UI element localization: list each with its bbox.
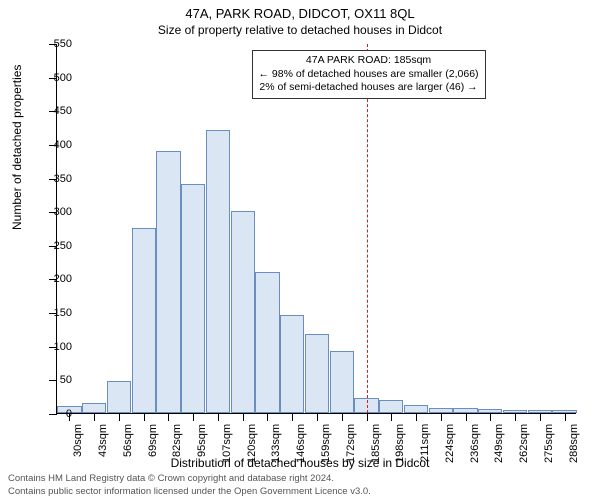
y-tick-label: 450 — [54, 105, 72, 117]
x-tick — [342, 413, 343, 421]
x-tick-label: 211sqm — [419, 424, 431, 462]
x-tick-label: 236sqm — [469, 424, 481, 463]
chart-area: 47A PARK ROAD: 185sqm← 98% of detached h… — [56, 44, 576, 414]
x-tick-label: 133sqm — [270, 424, 282, 463]
x-tick — [317, 413, 318, 421]
y-tick-label: 0 — [66, 408, 72, 420]
x-tick-label: 198sqm — [394, 424, 406, 463]
bar — [107, 381, 131, 413]
x-tick-label: 95sqm — [196, 424, 208, 457]
x-tick — [193, 413, 194, 421]
bar — [156, 151, 180, 413]
x-tick — [515, 413, 516, 421]
y-tick-label: 100 — [54, 341, 72, 353]
x-tick-label: 288sqm — [568, 424, 580, 463]
x-tick-label: 275sqm — [543, 424, 555, 463]
y-tick — [49, 414, 57, 415]
y-tick-label: 350 — [54, 173, 72, 185]
x-tick-label: 43sqm — [97, 424, 109, 457]
y-tick-label: 550 — [54, 38, 72, 50]
bar — [280, 315, 304, 413]
y-tick — [49, 380, 57, 381]
x-tick-label: 249sqm — [493, 424, 505, 463]
x-tick — [168, 413, 169, 421]
reference-line — [367, 44, 368, 413]
x-tick — [391, 413, 392, 421]
x-tick — [367, 413, 368, 421]
y-tick-label: 300 — [54, 206, 72, 218]
chart-title: 47A, PARK ROAD, DIDCOT, OX11 8QL — [0, 0, 600, 21]
x-tick — [565, 413, 566, 421]
annotation-box: 47A PARK ROAD: 185sqm← 98% of detached h… — [252, 50, 486, 99]
annotation-line: 2% of semi-detached houses are larger (4… — [259, 81, 479, 95]
chart-subtitle: Size of property relative to detached ho… — [0, 21, 600, 37]
x-tick-label: 159sqm — [320, 424, 332, 463]
x-tick-label: 224sqm — [444, 424, 456, 463]
y-tick-label: 50 — [60, 374, 72, 386]
bar — [404, 405, 428, 413]
x-tick-label: 69sqm — [147, 424, 159, 457]
x-tick-label: 262sqm — [518, 424, 530, 463]
bar — [82, 403, 106, 413]
x-tick — [441, 413, 442, 421]
x-tick — [267, 413, 268, 421]
footer-attribution: Contains HM Land Registry data © Crown c… — [8, 473, 371, 498]
annotation-line: 47A PARK ROAD: 185sqm — [259, 54, 479, 68]
bar — [255, 272, 279, 413]
x-tick — [94, 413, 95, 421]
x-tick — [490, 413, 491, 421]
y-tick-label: 400 — [54, 139, 72, 151]
x-tick-label: 172sqm — [345, 424, 357, 463]
annotation-line: ← 98% of detached houses are smaller (2,… — [259, 68, 479, 82]
x-tick — [416, 413, 417, 421]
bar — [206, 130, 230, 413]
x-tick — [144, 413, 145, 421]
x-tick — [218, 413, 219, 421]
x-tick-label: 56sqm — [122, 424, 134, 457]
x-tick-label: 146sqm — [295, 424, 307, 463]
y-tick-label: 500 — [54, 72, 72, 84]
y-tick-label: 250 — [54, 240, 72, 252]
x-tick-label: 185sqm — [370, 424, 382, 463]
x-tick-label: 107sqm — [221, 424, 233, 463]
footer-line-1: Contains HM Land Registry data © Crown c… — [8, 473, 371, 485]
x-tick — [292, 413, 293, 421]
x-tick-label: 82sqm — [171, 424, 183, 457]
footer-line-2: Contains public sector information licen… — [8, 486, 371, 498]
plot-region: 47A PARK ROAD: 185sqm← 98% of detached h… — [56, 44, 576, 414]
x-tick — [243, 413, 244, 421]
x-tick-label: 120sqm — [246, 424, 258, 463]
bar — [231, 211, 255, 413]
bar — [305, 334, 329, 413]
x-tick — [540, 413, 541, 421]
x-tick — [119, 413, 120, 421]
y-tick-label: 200 — [54, 273, 72, 285]
bar — [379, 400, 403, 413]
x-tick — [466, 413, 467, 421]
y-axis-label: Number of detached properties — [10, 65, 24, 230]
x-tick-label: 30sqm — [72, 424, 84, 457]
bar — [181, 184, 205, 413]
bar — [330, 351, 354, 413]
y-tick-label: 150 — [54, 307, 72, 319]
bar — [132, 228, 156, 413]
